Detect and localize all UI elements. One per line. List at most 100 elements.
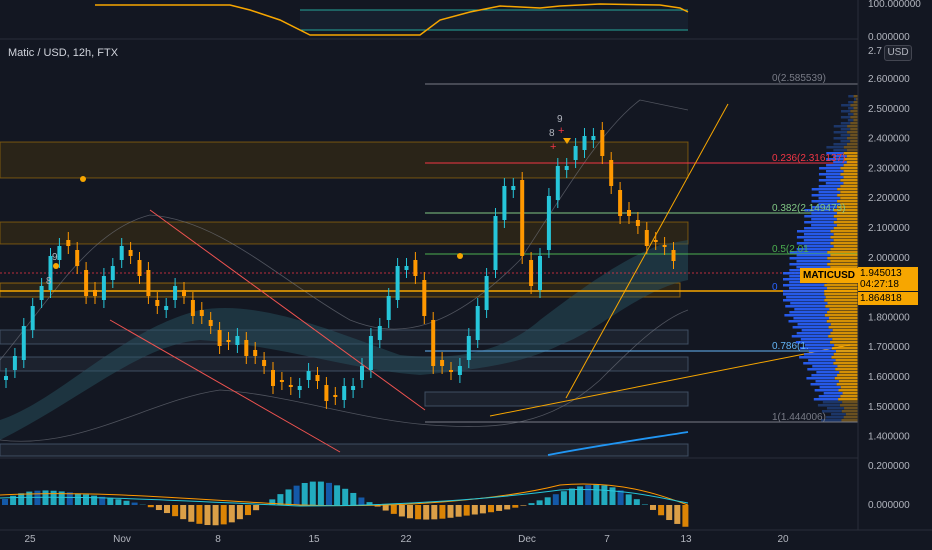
candle bbox=[164, 306, 169, 310]
candle bbox=[662, 245, 667, 247]
candle bbox=[30, 306, 35, 330]
candle bbox=[128, 250, 133, 256]
macd-bar bbox=[293, 485, 300, 505]
macd-bar bbox=[552, 494, 559, 505]
time-axis-label: Dec bbox=[518, 534, 536, 545]
time-axis-label: 7 bbox=[604, 534, 610, 545]
candle bbox=[368, 336, 373, 370]
fib-label-0: 0(2.585539) bbox=[772, 73, 826, 84]
macd-axis-label-0: 0.200000 bbox=[868, 461, 910, 472]
candle bbox=[39, 286, 44, 300]
candle bbox=[466, 336, 471, 360]
candle bbox=[57, 246, 62, 260]
candle bbox=[12, 356, 17, 370]
candle bbox=[182, 290, 186, 296]
macd-bar bbox=[390, 505, 397, 514]
osc-bottom-label: 0.000000 bbox=[868, 32, 910, 43]
candle bbox=[591, 136, 596, 140]
candle bbox=[110, 266, 115, 280]
macd-bar bbox=[560, 491, 567, 505]
macd-bar bbox=[342, 488, 349, 505]
time-axis-label: 15 bbox=[308, 534, 320, 545]
macd-bar bbox=[317, 481, 324, 505]
price-axis-label: 2.600000 bbox=[868, 74, 910, 85]
candle bbox=[244, 340, 249, 356]
macd-bar bbox=[220, 505, 227, 525]
fib-lines bbox=[0, 83, 858, 423]
candle bbox=[377, 326, 382, 340]
candle bbox=[315, 375, 320, 381]
candle bbox=[600, 130, 605, 156]
candle bbox=[502, 186, 507, 220]
macd-bar bbox=[407, 505, 413, 519]
candle bbox=[173, 286, 178, 300]
candle bbox=[93, 290, 97, 296]
macd-bar bbox=[423, 505, 430, 520]
candle bbox=[431, 320, 436, 366]
td-label-9-right: 9 bbox=[557, 114, 563, 125]
macd-bar bbox=[277, 494, 284, 505]
macd-bar bbox=[350, 492, 357, 505]
candle bbox=[635, 220, 640, 226]
current-price: 1.945013 bbox=[860, 268, 902, 279]
candle bbox=[546, 196, 551, 250]
macd-bar bbox=[188, 505, 195, 522]
candle bbox=[484, 276, 489, 310]
macd-bar bbox=[504, 505, 511, 510]
price-axis-label: 2.300000 bbox=[868, 163, 910, 174]
candle bbox=[342, 386, 347, 400]
candle bbox=[119, 246, 124, 260]
candle bbox=[235, 336, 240, 345]
fib-label-1: 1(1.444006) bbox=[772, 412, 826, 423]
macd-bar bbox=[91, 495, 98, 505]
volume-profile bbox=[783, 95, 858, 422]
price-axis-label: 2.200000 bbox=[868, 193, 910, 204]
macd-bar bbox=[212, 505, 219, 526]
candle bbox=[324, 385, 329, 401]
candle bbox=[190, 300, 195, 316]
candle bbox=[297, 386, 302, 390]
candle bbox=[529, 260, 534, 286]
macd-bar bbox=[569, 488, 575, 505]
macd-bar bbox=[326, 482, 332, 505]
fib-label-0382: 0.382(2.149473) bbox=[772, 203, 845, 214]
candle bbox=[493, 216, 498, 270]
candle bbox=[217, 330, 222, 346]
candle bbox=[618, 190, 623, 216]
macd-bar bbox=[617, 490, 624, 505]
td-label-8-right: 8 bbox=[549, 128, 555, 139]
price-axis-label: 1.600000 bbox=[868, 372, 910, 383]
osc-top-label: 100.000000 bbox=[868, 0, 921, 10]
macd-bar bbox=[601, 485, 608, 505]
macd-bar bbox=[180, 505, 187, 520]
macd-bar bbox=[50, 490, 57, 505]
macd-bar bbox=[107, 497, 114, 505]
candle bbox=[457, 366, 462, 375]
macd-bar bbox=[585, 485, 592, 505]
candle bbox=[511, 186, 516, 190]
macd-bar bbox=[479, 505, 486, 514]
candle bbox=[609, 160, 614, 186]
macd-bar bbox=[26, 491, 33, 505]
macd-bar bbox=[682, 505, 689, 527]
macd-bar bbox=[439, 505, 446, 519]
symbol-title[interactable]: Matic / USD, 12h, FTX bbox=[8, 47, 119, 59]
zones bbox=[0, 141, 689, 457]
macd-bar bbox=[471, 505, 478, 515]
candle bbox=[48, 256, 53, 290]
macd-bar bbox=[253, 505, 260, 511]
candle bbox=[199, 310, 204, 316]
time-axis-label: Nov bbox=[113, 534, 131, 545]
candle bbox=[671, 250, 676, 261]
macd-bar bbox=[164, 505, 170, 514]
candle bbox=[404, 266, 409, 270]
macd-bar bbox=[245, 505, 251, 516]
currency-button[interactable]: USD bbox=[884, 45, 912, 61]
macd-bar bbox=[196, 505, 203, 524]
macd-bar bbox=[666, 505, 673, 521]
td-markers: 9 8 9 8 + + bbox=[46, 114, 571, 287]
macd-bar bbox=[58, 491, 65, 505]
macd-bar bbox=[382, 505, 389, 511]
macd-bar bbox=[674, 505, 681, 524]
